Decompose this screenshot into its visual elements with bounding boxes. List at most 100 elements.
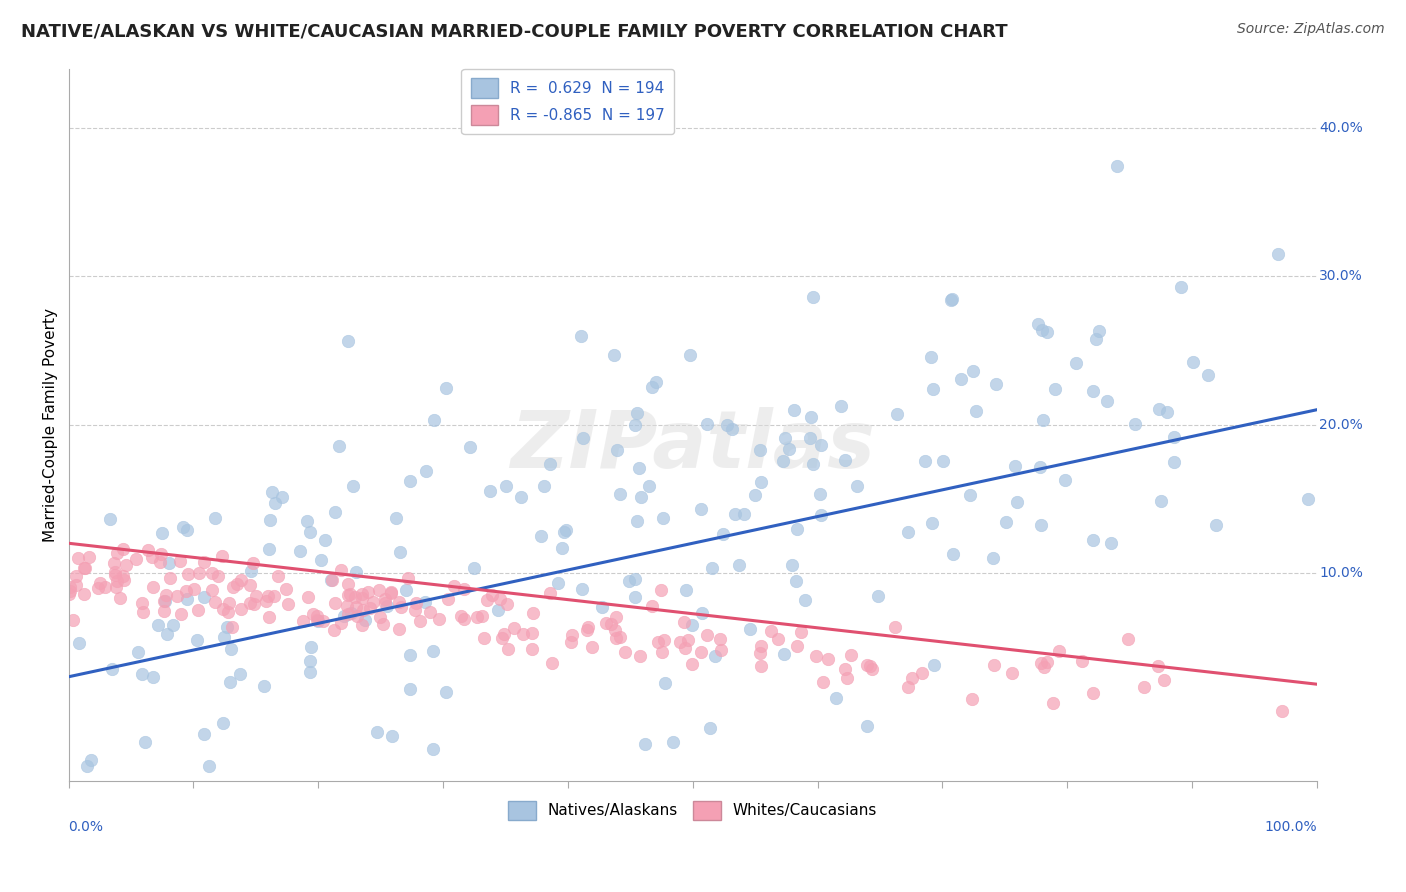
Point xyxy=(339,586,361,600)
Point xyxy=(896,524,918,539)
Point xyxy=(389,600,412,615)
Point xyxy=(846,478,869,492)
Point xyxy=(1031,656,1053,670)
Point xyxy=(354,613,377,627)
Point xyxy=(783,402,806,417)
Point xyxy=(696,417,718,432)
Point xyxy=(67,635,90,649)
Point xyxy=(419,605,441,619)
Point xyxy=(211,549,233,563)
Point xyxy=(824,690,846,705)
Point xyxy=(142,670,165,684)
Point xyxy=(58,587,80,601)
Point xyxy=(253,679,276,693)
Point xyxy=(150,525,173,540)
Point xyxy=(738,622,761,636)
Point xyxy=(1042,696,1064,710)
Y-axis label: Married-Couple Family Poverty: Married-Couple Family Poverty xyxy=(44,308,58,541)
Point xyxy=(298,524,321,539)
Point xyxy=(785,574,807,588)
Point xyxy=(512,626,534,640)
Point xyxy=(595,616,617,631)
Point xyxy=(204,511,226,525)
Point xyxy=(924,658,946,673)
Point xyxy=(689,502,711,516)
Point xyxy=(344,591,367,605)
Point xyxy=(350,586,373,600)
Point xyxy=(242,597,264,611)
Point xyxy=(396,571,419,585)
Point xyxy=(724,507,747,521)
Point xyxy=(174,584,197,599)
Point xyxy=(329,563,352,577)
Point xyxy=(486,603,509,617)
Point xyxy=(634,737,657,751)
Point xyxy=(606,442,628,457)
Point xyxy=(336,589,359,603)
Point xyxy=(219,674,242,689)
Point xyxy=(111,541,134,556)
Point xyxy=(169,553,191,567)
Point xyxy=(380,586,402,600)
Point xyxy=(1197,368,1219,383)
Point xyxy=(1085,332,1108,346)
Point xyxy=(257,610,280,624)
Point xyxy=(152,604,174,618)
Point xyxy=(388,595,411,609)
Point xyxy=(66,550,89,565)
Point xyxy=(328,439,350,453)
Point xyxy=(398,475,420,489)
Point xyxy=(626,405,648,419)
Point xyxy=(920,350,942,364)
Point xyxy=(560,634,582,648)
Point xyxy=(1267,246,1289,260)
Point xyxy=(1032,413,1054,427)
Point xyxy=(152,594,174,608)
Point xyxy=(704,649,727,664)
Point xyxy=(834,662,856,676)
Point xyxy=(496,641,519,656)
Point xyxy=(1156,405,1178,419)
Point xyxy=(193,590,215,604)
Point xyxy=(533,479,555,493)
Point xyxy=(859,658,882,673)
Point xyxy=(868,589,890,603)
Point xyxy=(839,648,862,663)
Point xyxy=(267,569,290,583)
Point xyxy=(855,719,877,733)
Point xyxy=(676,632,699,647)
Point xyxy=(458,440,481,454)
Point xyxy=(245,589,267,603)
Point xyxy=(226,576,249,591)
Point xyxy=(98,512,121,526)
Point xyxy=(277,597,299,611)
Point xyxy=(652,511,675,525)
Point xyxy=(176,523,198,537)
Point xyxy=(259,513,281,527)
Point xyxy=(651,645,673,659)
Point xyxy=(630,490,652,504)
Point xyxy=(263,589,285,603)
Point xyxy=(463,560,485,574)
Point xyxy=(453,612,475,626)
Point xyxy=(609,630,631,644)
Point xyxy=(218,597,240,611)
Point xyxy=(810,438,832,452)
Point xyxy=(744,488,766,502)
Point xyxy=(502,622,524,636)
Point xyxy=(297,590,319,604)
Point xyxy=(801,290,824,304)
Point xyxy=(155,588,177,602)
Point xyxy=(422,644,444,658)
Point xyxy=(434,381,457,395)
Point xyxy=(624,417,647,432)
Point xyxy=(415,464,437,478)
Point xyxy=(104,565,127,579)
Point xyxy=(773,431,796,445)
Point xyxy=(188,566,211,581)
Point xyxy=(571,582,593,597)
Point xyxy=(434,684,457,698)
Point xyxy=(1083,533,1105,547)
Point xyxy=(201,566,224,581)
Point xyxy=(1153,673,1175,687)
